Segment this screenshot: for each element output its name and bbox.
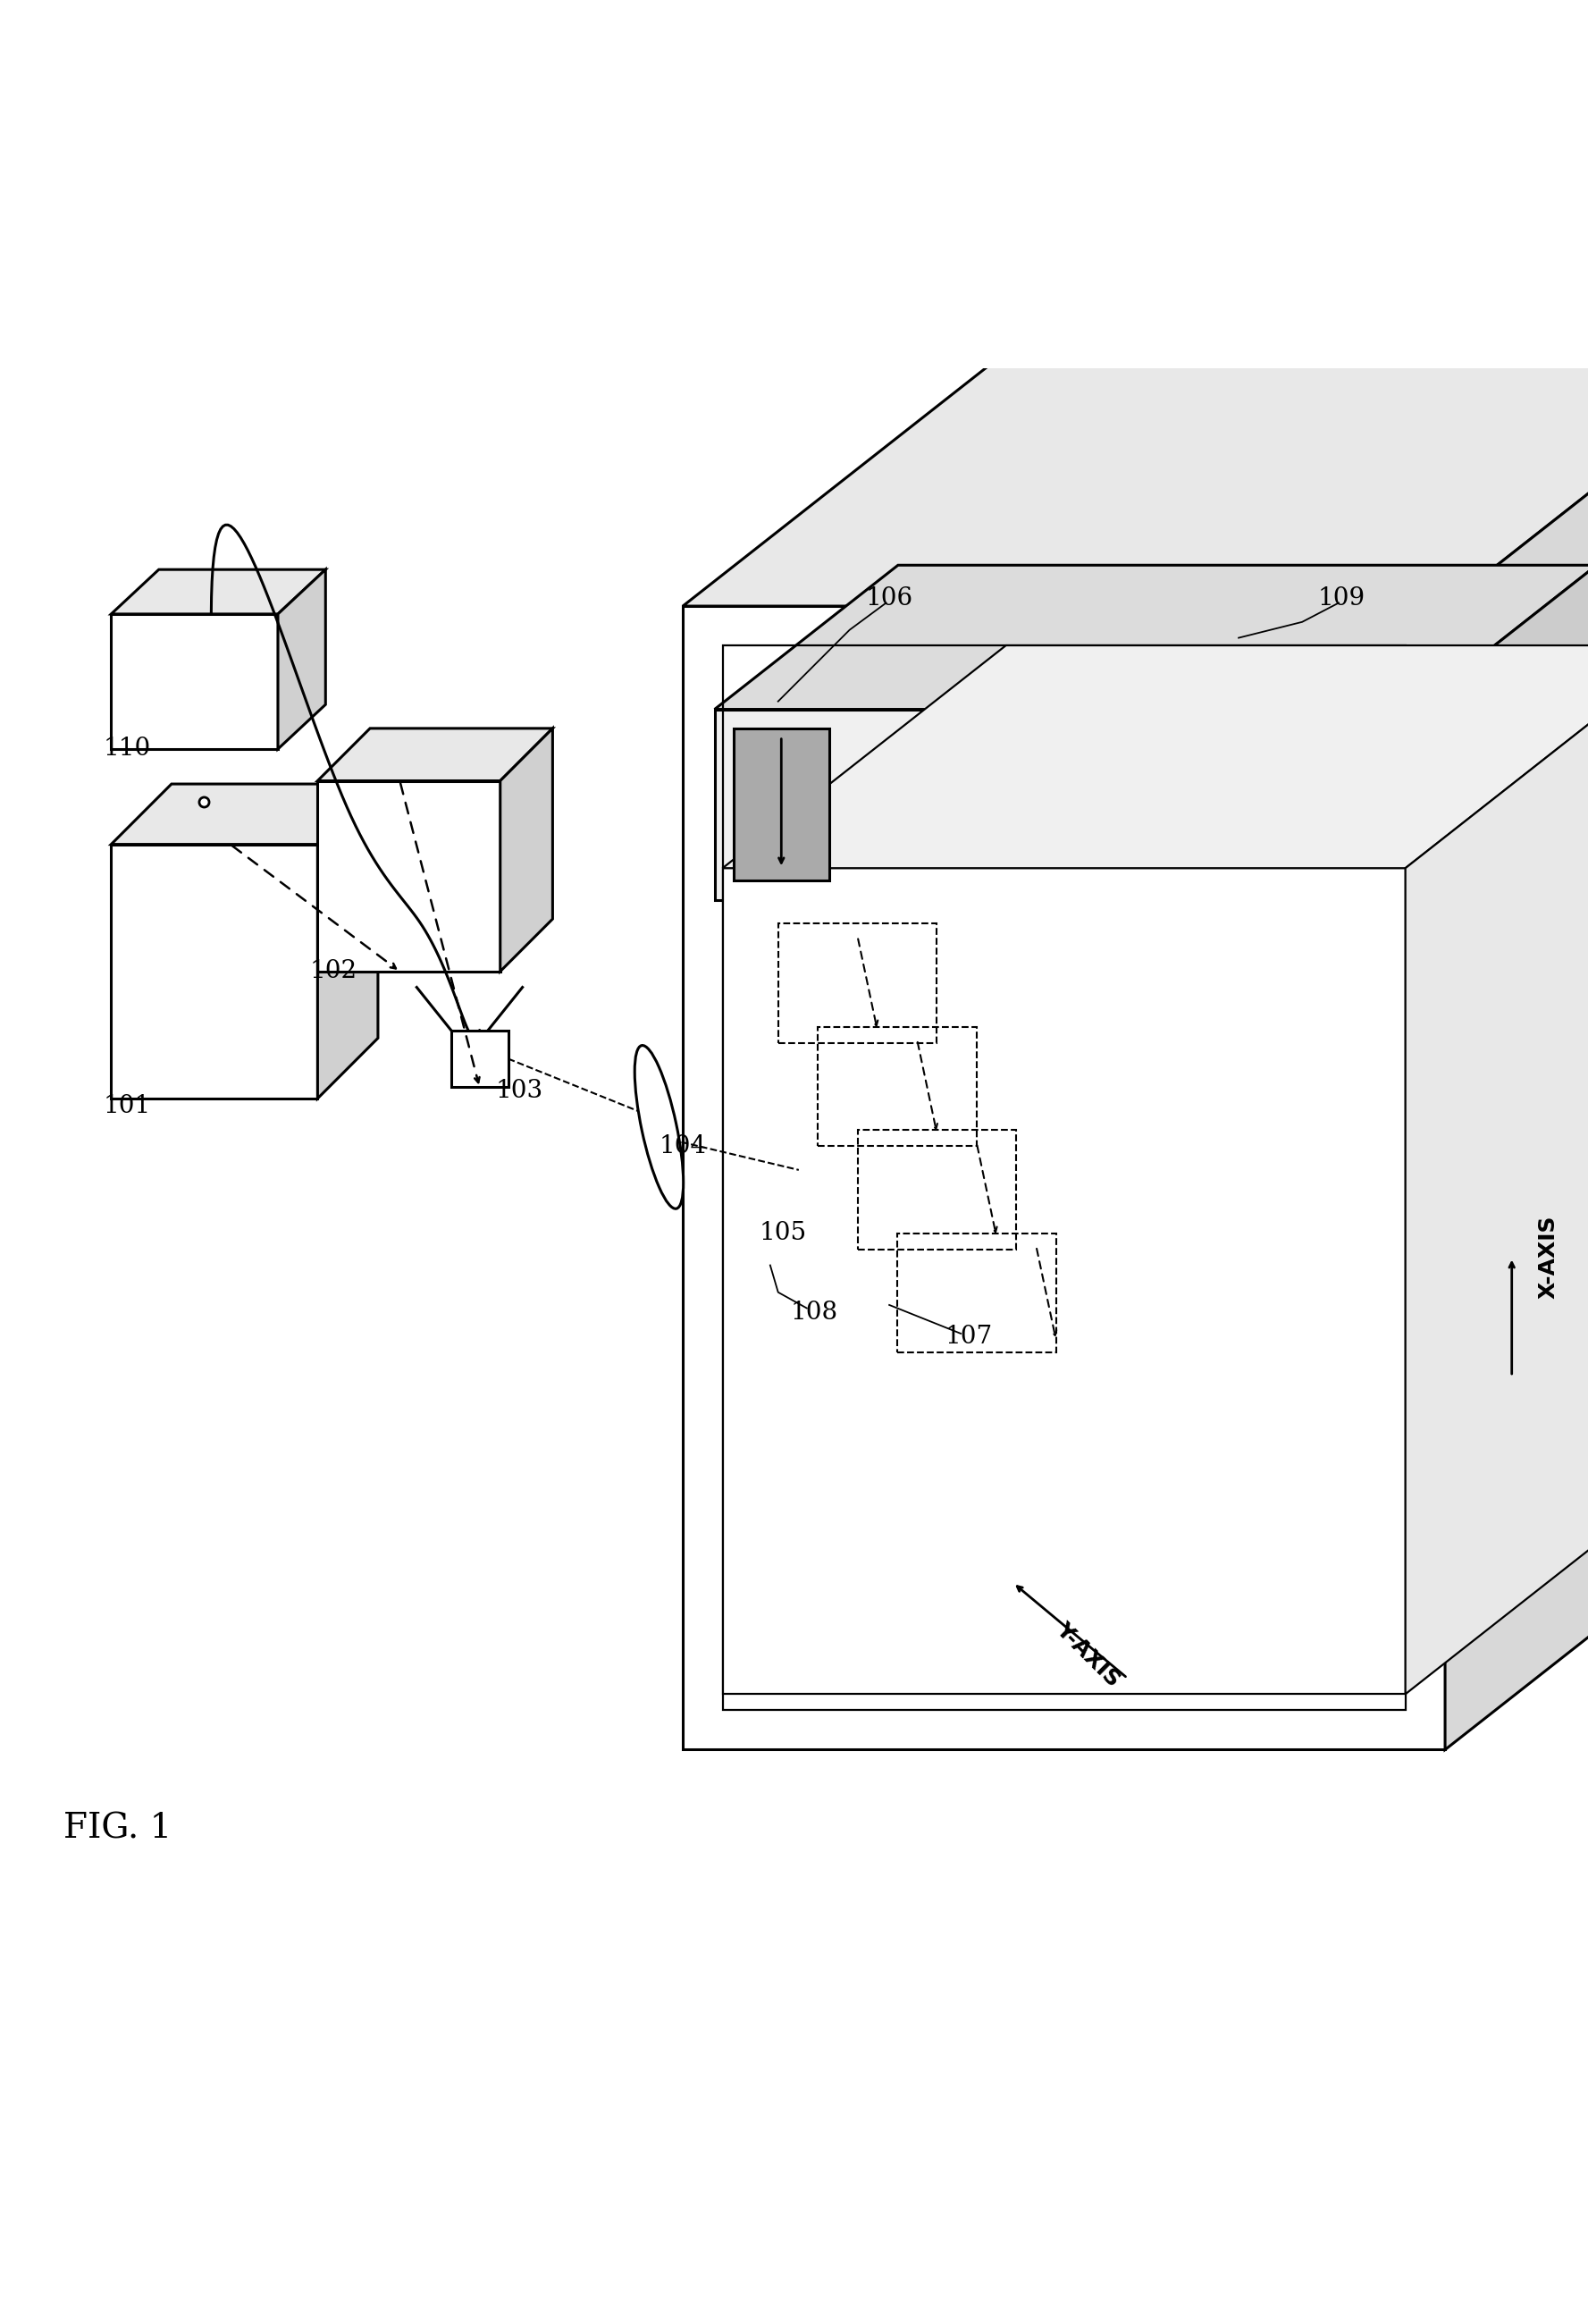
Polygon shape <box>318 783 378 1099</box>
Polygon shape <box>500 727 553 971</box>
Text: 105: 105 <box>759 1222 807 1246</box>
Polygon shape <box>1413 565 1588 899</box>
Bar <box>778 923 937 1043</box>
Bar <box>818 1027 977 1146</box>
Polygon shape <box>1445 344 1588 1750</box>
Ellipse shape <box>635 1046 683 1208</box>
Bar <box>858 1129 1016 1250</box>
Polygon shape <box>683 607 1445 1750</box>
Polygon shape <box>278 569 326 748</box>
Polygon shape <box>715 565 1588 709</box>
Polygon shape <box>318 781 500 971</box>
Text: FIG. 1: FIG. 1 <box>64 1813 172 1845</box>
Text: 108: 108 <box>791 1301 838 1325</box>
Text: 110: 110 <box>103 737 151 760</box>
Polygon shape <box>683 344 1588 607</box>
Polygon shape <box>111 614 278 748</box>
Text: 103: 103 <box>495 1078 543 1102</box>
Bar <box>734 727 829 881</box>
Text: 109: 109 <box>1318 586 1366 611</box>
Polygon shape <box>111 783 378 844</box>
Polygon shape <box>111 844 318 1099</box>
Text: 107: 107 <box>945 1325 992 1348</box>
Text: 102: 102 <box>310 960 357 983</box>
Polygon shape <box>451 1030 508 1088</box>
Text: X-AXIS: X-AXIS <box>1537 1215 1559 1299</box>
Polygon shape <box>715 709 1413 899</box>
Bar <box>897 1234 1056 1353</box>
Polygon shape <box>723 646 1588 869</box>
Polygon shape <box>111 569 326 614</box>
Text: 106: 106 <box>865 586 913 611</box>
Text: 104: 104 <box>659 1134 707 1157</box>
Text: 101: 101 <box>103 1095 151 1118</box>
Bar <box>723 646 1405 1710</box>
Polygon shape <box>318 727 553 781</box>
Polygon shape <box>723 869 1405 1694</box>
Text: Y-AXIS: Y-AXIS <box>1051 1618 1124 1690</box>
Polygon shape <box>1405 646 1588 1694</box>
